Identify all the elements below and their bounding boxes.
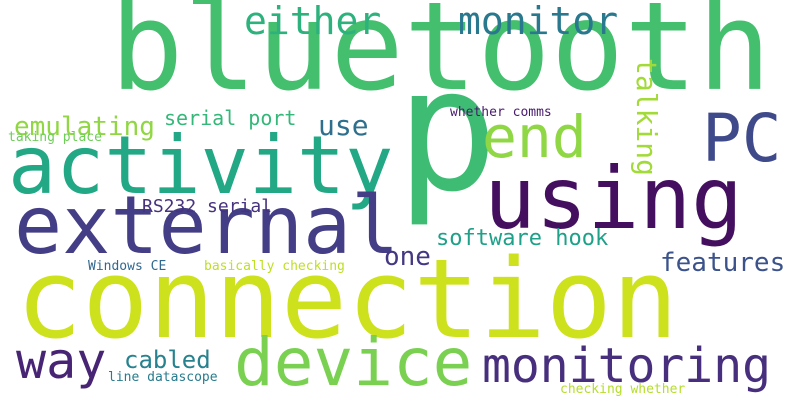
word-bluetooth: bluetooth xyxy=(110,0,772,118)
word-whether-comms: whether comms xyxy=(450,105,552,120)
word-pc: PC xyxy=(702,100,782,177)
word-activity: activity xyxy=(8,119,394,212)
word-either: either xyxy=(244,0,382,43)
word-using: using xyxy=(484,149,743,249)
word-cabled: cabled xyxy=(124,346,211,374)
word-serial-port: serial port xyxy=(164,106,297,130)
word-monitoring: monitoring xyxy=(482,338,771,394)
word-emulating: emulating xyxy=(14,112,155,142)
word-line-datascope: line datascope xyxy=(108,370,218,385)
word-way: way xyxy=(16,332,107,390)
word-software-hook: software hook xyxy=(436,226,609,251)
word-external: external xyxy=(14,179,400,272)
word-features: features xyxy=(660,248,786,278)
word-windows-ce: Windows CE xyxy=(88,259,167,274)
word-rs232-serial: RS232 serial xyxy=(142,196,273,217)
word-use: use xyxy=(318,109,369,142)
word-taking-place: taking place xyxy=(8,130,102,145)
word-device: device xyxy=(234,324,473,400)
word-monitor: monitor xyxy=(458,0,619,43)
word-checking-whether: checking whether xyxy=(560,382,686,397)
word-p: p xyxy=(396,32,499,230)
word-end: end xyxy=(482,103,587,171)
word-one: one xyxy=(384,242,431,272)
word-connection: connection xyxy=(16,235,679,363)
word-talking: talking xyxy=(630,58,663,177)
word-basically-checking: basically checking xyxy=(204,259,345,274)
